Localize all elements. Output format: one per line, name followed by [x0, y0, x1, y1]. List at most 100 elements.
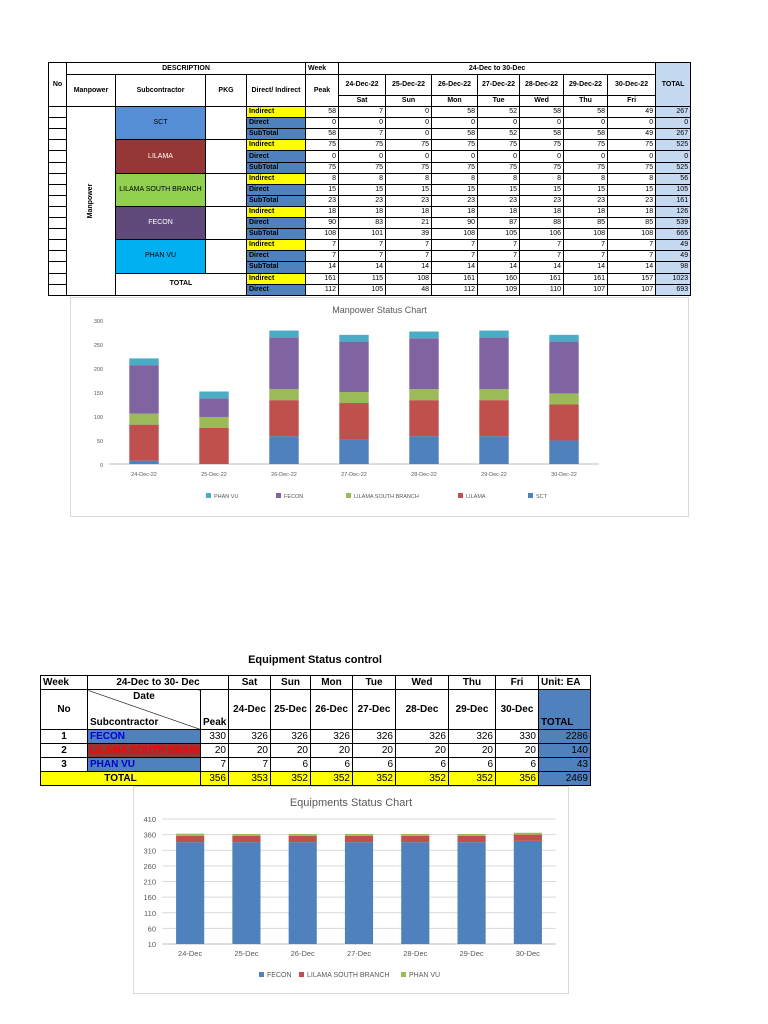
value-cell: 7 [519, 239, 565, 252]
row-type: SubTotal [245, 261, 307, 274]
bar-segment-phan-vu [344, 834, 374, 836]
x-tick-label: 26-Dec-22 [271, 472, 297, 478]
bar-segment-phan-vu [269, 330, 299, 338]
bar-segment-lilama [479, 400, 509, 437]
bar-segment-fecon [288, 842, 317, 944]
legend-swatch [206, 493, 211, 498]
header-date: 29-Dec-22 [563, 74, 609, 96]
value-cell: 161 [519, 272, 565, 285]
value-cell: 0 [563, 150, 609, 163]
x-tick-label: 30-Dec-22 [551, 472, 577, 478]
x-tick-label: 28-Dec [403, 949, 427, 958]
value-cell: 0 [519, 117, 565, 130]
total-cell: 56 [655, 172, 692, 185]
value-cell: 157 [607, 272, 657, 285]
value-cell: 6 [495, 757, 539, 772]
y-tick-label: 50 [97, 439, 103, 445]
value-cell: 8 [385, 172, 433, 185]
value-cell: 8 [519, 172, 565, 185]
header-day: Wed [519, 94, 565, 108]
table-row: Manpower SCT Indirect 58 7 0 58 52 58 58 49 267 [48, 106, 692, 296]
header-no: No [40, 689, 88, 730]
value-cell: 326 [270, 729, 311, 744]
value-cell: 352 [310, 771, 353, 786]
bar-segment-fecon [232, 842, 261, 944]
total-cell: 0 [655, 117, 692, 130]
bar-segment-phan-vu [409, 331, 439, 339]
peak-cell: 7 [200, 757, 229, 772]
bar-segment-fecon [344, 842, 374, 944]
total-cell: 525 [655, 139, 692, 152]
peak-cell: 7 [305, 250, 340, 263]
value-cell: 20 [352, 743, 396, 758]
value-cell: 108 [431, 228, 479, 241]
bar-segment-fecon [479, 337, 509, 390]
row-type: Indirect [245, 239, 307, 252]
peak-cell: 58 [305, 128, 340, 141]
table-row: Direct 15 15 15 15 15 15 15 15 105 [48, 183, 692, 196]
legend-swatch [299, 972, 304, 977]
x-tick-label: 30-Dec [516, 949, 540, 958]
value-cell: 7 [563, 250, 609, 263]
value-cell: 7 [338, 239, 387, 252]
x-tick-label: 28-Dec-22 [411, 472, 437, 478]
value-cell: 15 [338, 183, 387, 196]
no-cell [48, 139, 67, 152]
no-cell [48, 217, 67, 230]
value-cell: 7 [338, 250, 387, 263]
header-week: Week [305, 62, 340, 75]
total-cell: 2286 [538, 729, 591, 744]
value-cell: 15 [563, 183, 609, 196]
header-date: 25-Dec-22 [385, 74, 433, 96]
bar-segment-fecon [401, 842, 430, 944]
value-cell: 75 [338, 139, 387, 152]
value-cell: 7 [431, 239, 479, 252]
row-type: Direct [245, 183, 307, 196]
table-row: SubTotal 75 75 75 75 75 75 75 75 525 [48, 161, 692, 174]
y-tick-label: 100 [94, 415, 103, 421]
no-cell [48, 261, 67, 274]
total-cell: 0 [655, 150, 692, 163]
value-cell: 90 [431, 217, 479, 230]
bar-segment-sct [129, 460, 159, 464]
legend-swatch [276, 493, 281, 498]
total-cell: 2469 [538, 771, 591, 786]
header-peak: Peak [200, 689, 229, 730]
legend-swatch [346, 493, 351, 498]
row-type: Direct [245, 217, 307, 230]
value-cell: 23 [563, 194, 609, 207]
bar-segment-lilama-south-branch [176, 835, 205, 843]
value-cell: 0 [563, 117, 609, 130]
total-label: TOTAL [40, 771, 201, 786]
value-cell: 326 [395, 729, 449, 744]
bar-segment-lilama [269, 400, 299, 437]
legend-label: LILAMA SOUTH BRANCH [354, 494, 419, 500]
header-total: TOTAL [655, 61, 692, 108]
value-cell: 0 [431, 150, 479, 163]
table-row: SubTotal 23 23 23 23 23 23 23 23 161 [48, 194, 692, 207]
value-cell: 8 [563, 172, 609, 185]
header-day: Fri [495, 675, 539, 690]
bar-segment-lilama-south-branch [549, 393, 579, 405]
manpower-table: No DESCRIPTION Week 24-Dec to 30-Dec TOTAL Ma… [48, 61, 692, 296]
subcontractor-cell: LILAMA SOUTH BRANCH [115, 172, 206, 207]
value-cell: 106 [519, 228, 565, 241]
row-no: 2 [40, 743, 88, 758]
header-day: Mon [310, 675, 353, 690]
total-cell: 49 [655, 239, 692, 252]
bar-segment-lilama-south-branch [513, 834, 542, 841]
x-tick-label: 27-Dec [347, 949, 371, 958]
peak-cell: 0 [305, 117, 340, 130]
value-cell: 75 [338, 161, 387, 174]
header-day: Sat [228, 675, 271, 690]
header-direct-indirect: Direct/ Indirect [245, 73, 307, 108]
value-cell: 0 [385, 128, 433, 141]
header-no: No [48, 61, 67, 108]
legend-swatch [528, 493, 533, 498]
week-range: 24-Dec to 30- Dec [87, 675, 229, 690]
no-cell [48, 106, 67, 119]
total-cell: 161 [655, 194, 692, 207]
peak-cell: 18 [305, 205, 340, 219]
y-tick-label: 300 [94, 319, 103, 325]
total-label: TOTAL [115, 272, 247, 296]
